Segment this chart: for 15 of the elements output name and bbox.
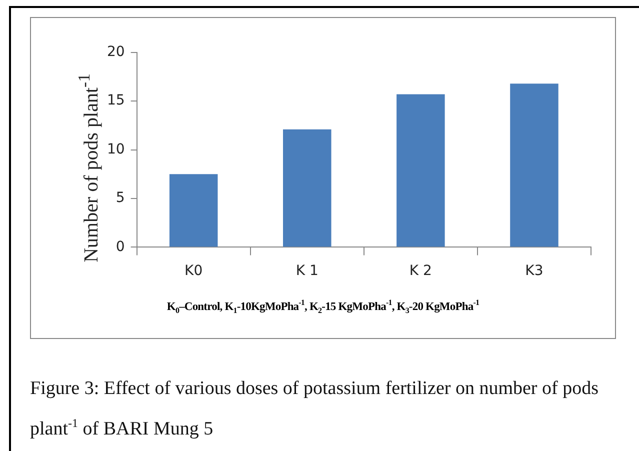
y-tick-label: 10 (106, 141, 125, 158)
x-tick-label: K3 (525, 263, 544, 280)
y-tick-label: 5 (116, 190, 125, 206)
text: K$_{0}$–Control, K$_{1}$-10KgMoPha$^{-1}$, K$_{2}$-15 KgMoPha$^{-1}$, K$_{3}$-20 KgMoPha$^{-1}$ (166, 298, 480, 316)
y-tick-label: 20 (106, 44, 125, 60)
bar (169, 174, 218, 247)
y-tick-label: 0 (116, 238, 125, 255)
caption: Figure 3: Effect of various doses of potassium fertilizer on number of pods plant$^{-1}$ of BARI Mung 5 (30, 377, 600, 442)
bar (396, 94, 445, 247)
y-tick-label: 15 (106, 92, 125, 109)
x-tick-label: K0 (184, 263, 203, 280)
x-tick-label: K 1 (296, 263, 318, 280)
x-tick-label: K 2 (409, 263, 432, 280)
bar (510, 84, 558, 247)
bar (283, 129, 332, 247)
